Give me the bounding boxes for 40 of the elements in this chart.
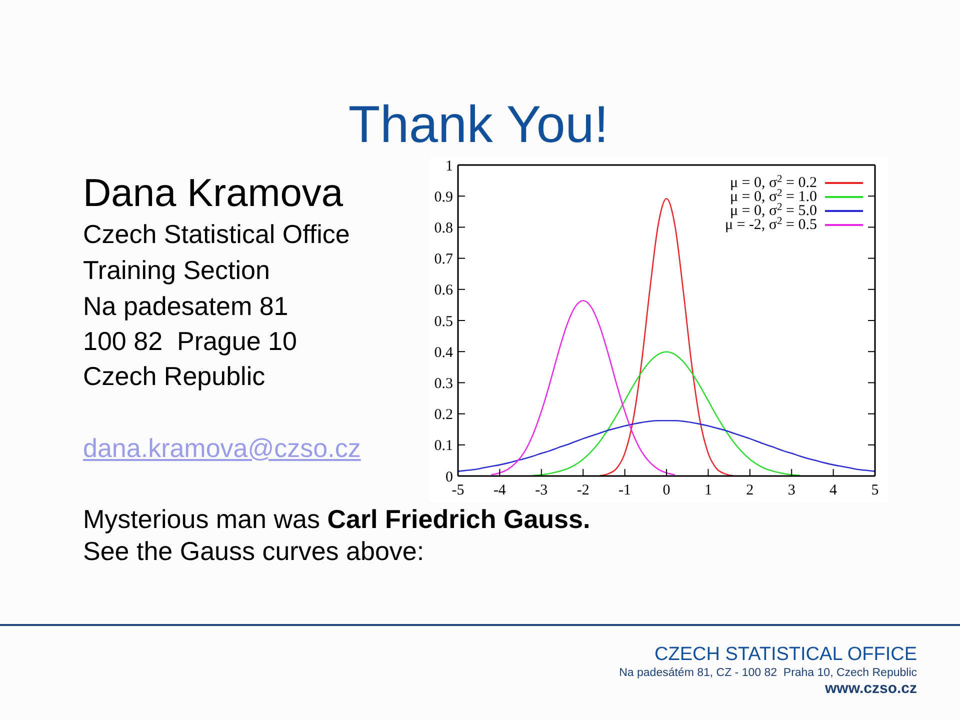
x-tick-label: 1 <box>704 482 712 499</box>
text: CZECH STATISTICAL OFFICE <box>654 644 917 665</box>
x-tick-label: 0 <box>662 482 670 499</box>
text: Czech Statistical Office <box>83 219 350 249</box>
x-tick-label: -4 <box>493 482 506 499</box>
x-tick-label: -3 <box>535 482 548 499</box>
text: Mysterious man was <box>83 504 320 534</box>
text: Czech Republic <box>83 361 266 391</box>
y-tick-label: 0.4 <box>434 344 454 361</box>
chart-subtitle: Dana Kramova <box>83 172 344 216</box>
y-tick-label: 0.2 <box>434 407 453 424</box>
legend-label: μ = -2, σ$^{2}$ = 0.5 <box>724 216 817 233</box>
y-tick-label: 0.3 <box>434 376 453 392</box>
y-tick-label: 0.7 <box>434 252 454 268</box>
text: Training Section <box>83 255 270 285</box>
y-tick-label: 0.1 <box>434 438 453 454</box>
text: 100 82 Prague 10 <box>83 326 297 356</box>
y-tick-label: 0.5 <box>434 314 453 330</box>
line-series <box>490 300 676 476</box>
y-tick-label: 1 <box>446 158 453 174</box>
y-tick-label: 0.6 <box>434 282 454 299</box>
x-tick-label: -1 <box>618 482 632 499</box>
y-tick-label: 0.8 <box>434 220 453 237</box>
text: Na padesátém 81, CZ - 100 82 Praha 10, Czech Republic <box>619 667 917 679</box>
x-tick-label: 5 <box>871 482 879 499</box>
text: Carl Friedrich Gauss. <box>327 504 590 534</box>
x-tick-label: 4 <box>830 482 838 499</box>
y-tick-label: 0.9 <box>434 189 453 206</box>
x-tick-label: 2 <box>746 482 754 499</box>
x-tick-label: 3 <box>788 482 796 499</box>
chart-title: Thank You! <box>347 95 610 155</box>
line-series <box>532 351 801 476</box>
text: See the Gauss curves above: <box>83 536 424 566</box>
text: Na padesatem 81 <box>83 291 288 321</box>
x-tick-label: -5 <box>452 482 464 499</box>
y-tick-label: 0 <box>446 469 453 486</box>
line-series <box>458 420 875 472</box>
text: dana.kramova@czso.cz <box>83 433 361 463</box>
text: www.czso.cz <box>825 680 917 697</box>
x-tick-label: -2 <box>576 482 590 499</box>
